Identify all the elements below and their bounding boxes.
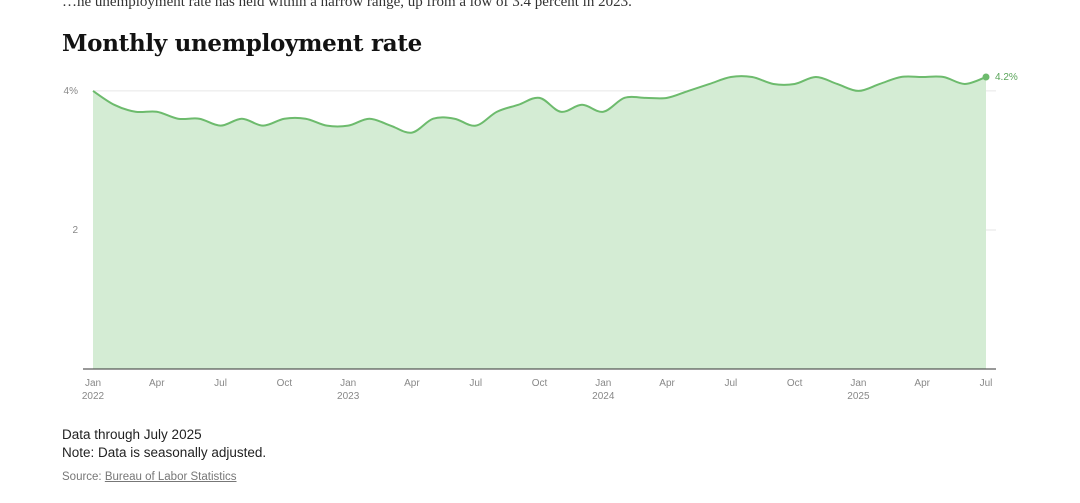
- x-tick-year-label: 2022: [82, 391, 105, 402]
- source-link[interactable]: Bureau of Labor Statistics: [104, 471, 237, 483]
- x-tick-year-label: 2023: [337, 391, 360, 402]
- area-fill: [93, 76, 986, 369]
- series-line: [92, 75, 987, 134]
- x-tick-label: Jul: [214, 378, 227, 389]
- x-tick-label: Jan: [595, 378, 611, 389]
- source-prefix: Source:: [62, 471, 105, 483]
- y-tick-labels: 4% 2: [64, 86, 79, 236]
- source-line: Source: Bureau of Labor Statistics: [62, 471, 237, 483]
- x-tick-label: Jul: [724, 378, 737, 389]
- x-tick-label: Jul: [469, 378, 482, 389]
- x-tick-label: Oct: [532, 378, 548, 389]
- x-tick-year-label: 2025: [847, 391, 870, 402]
- x-tick-label: Oct: [277, 378, 293, 389]
- x-tick-label: Apr: [149, 378, 165, 389]
- end-point-marker: [982, 73, 990, 81]
- x-tick-label: Jan: [85, 378, 101, 389]
- chart-notes: Data through July 2025 Note: Data is sea…: [62, 426, 266, 462]
- x-tick-label: Apr: [404, 378, 420, 389]
- x-tick-label: Apr: [914, 378, 930, 389]
- unemployment-chart: 4% 2 Jan 2022 Apr Jul Oct Jan 2023 Apr Jul Oct Jan 2…: [64, 72, 1018, 402]
- y-tick-label: 4%: [64, 86, 79, 97]
- chart-title: Monthly unemployment rate: [62, 30, 423, 57]
- x-tick-labels: Jan 2022 Apr Jul Oct Jan 2023 Apr Jul Oct Jan 2024 A…: [82, 378, 993, 402]
- x-tick-label: Jan: [340, 378, 356, 389]
- x-tick-label: Jan: [850, 378, 866, 389]
- y-tick-label: 2: [72, 225, 78, 236]
- x-tick-year-label: 2024: [592, 391, 615, 402]
- data-through-note: Data through July 2025: [62, 427, 202, 442]
- seasonal-adjustment-note: Note: Data is seasonally adjusted.: [62, 445, 267, 460]
- x-tick-label: Apr: [659, 378, 675, 389]
- x-tick-label: Jul: [980, 378, 993, 389]
- intro-text: …he unemployment rate has held within a …: [62, 0, 632, 10]
- x-tick-label: Oct: [787, 378, 803, 389]
- end-value-label: 4.2%: [995, 72, 1018, 83]
